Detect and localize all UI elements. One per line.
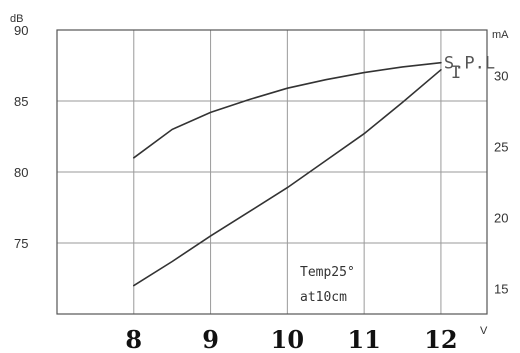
right-tick-labels: 30 25 20 15 [494,68,508,296]
left-tick-75: 75 [14,236,28,251]
x-tick-labels: 8 9 10 11 12 [125,325,457,353]
series-layer: S.P.LI [133,54,495,287]
series-line-s-p-l [133,61,442,159]
left-tick-80: 80 [14,165,28,180]
series-label-i: I [451,63,461,83]
right-tick-15: 15 [494,281,508,296]
series-label-s-p-l: S.P.L [444,54,495,74]
temperature-note: Temp25° [300,265,355,280]
x-tick-8: 8 [125,325,142,353]
right-tick-30: 30 [494,68,508,83]
x-tick-12: 12 [424,325,457,353]
x-tick-10: 10 [271,325,304,353]
right-tick-25: 25 [494,139,508,154]
left-tick-labels: 90 85 80 75 [14,23,28,251]
left-tick-85: 85 [14,94,28,109]
distance-note: at10cm [300,290,347,305]
series-line-i [133,69,442,287]
x-axis-unit: V [480,325,488,337]
right-axis-unit: mA [492,29,509,41]
left-axis-unit: dB [10,13,23,25]
grid-layer [57,29,487,315]
x-tick-9: 9 [202,325,219,353]
left-tick-90: 90 [14,23,28,38]
x-tick-11: 11 [347,325,380,353]
right-tick-20: 20 [494,210,508,225]
plot-frame [56,29,488,315]
